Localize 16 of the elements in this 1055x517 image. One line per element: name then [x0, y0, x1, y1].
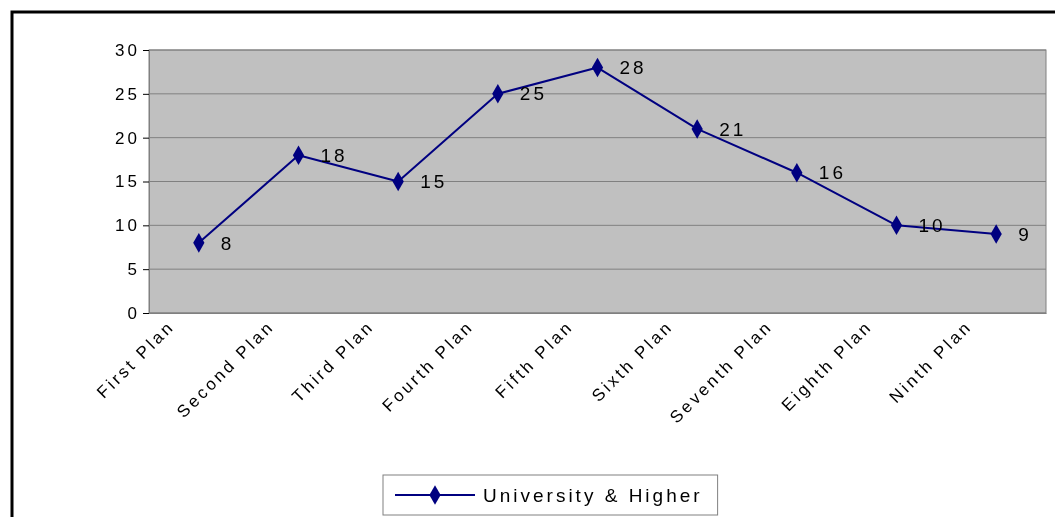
data-label: 28 [619, 57, 647, 79]
y-tick-label: 5 [127, 260, 140, 280]
legend-label: University & Higher [483, 484, 703, 506]
data-label: 18 [320, 144, 348, 166]
data-label: 16 [818, 162, 846, 184]
data-label: 15 [420, 171, 448, 193]
data-label: 21 [719, 118, 747, 140]
y-tick-label: 20 [115, 128, 140, 148]
data-label: 25 [519, 83, 547, 105]
data-label: 9 [1018, 223, 1032, 245]
y-tick-label: 0 [127, 303, 140, 323]
data-label: 8 [220, 232, 235, 254]
y-tick-label: 25 [115, 84, 140, 104]
y-tick-label: 30 [115, 40, 140, 60]
y-tick-label: 15 [115, 172, 140, 192]
y-tick-label: 10 [115, 216, 140, 236]
